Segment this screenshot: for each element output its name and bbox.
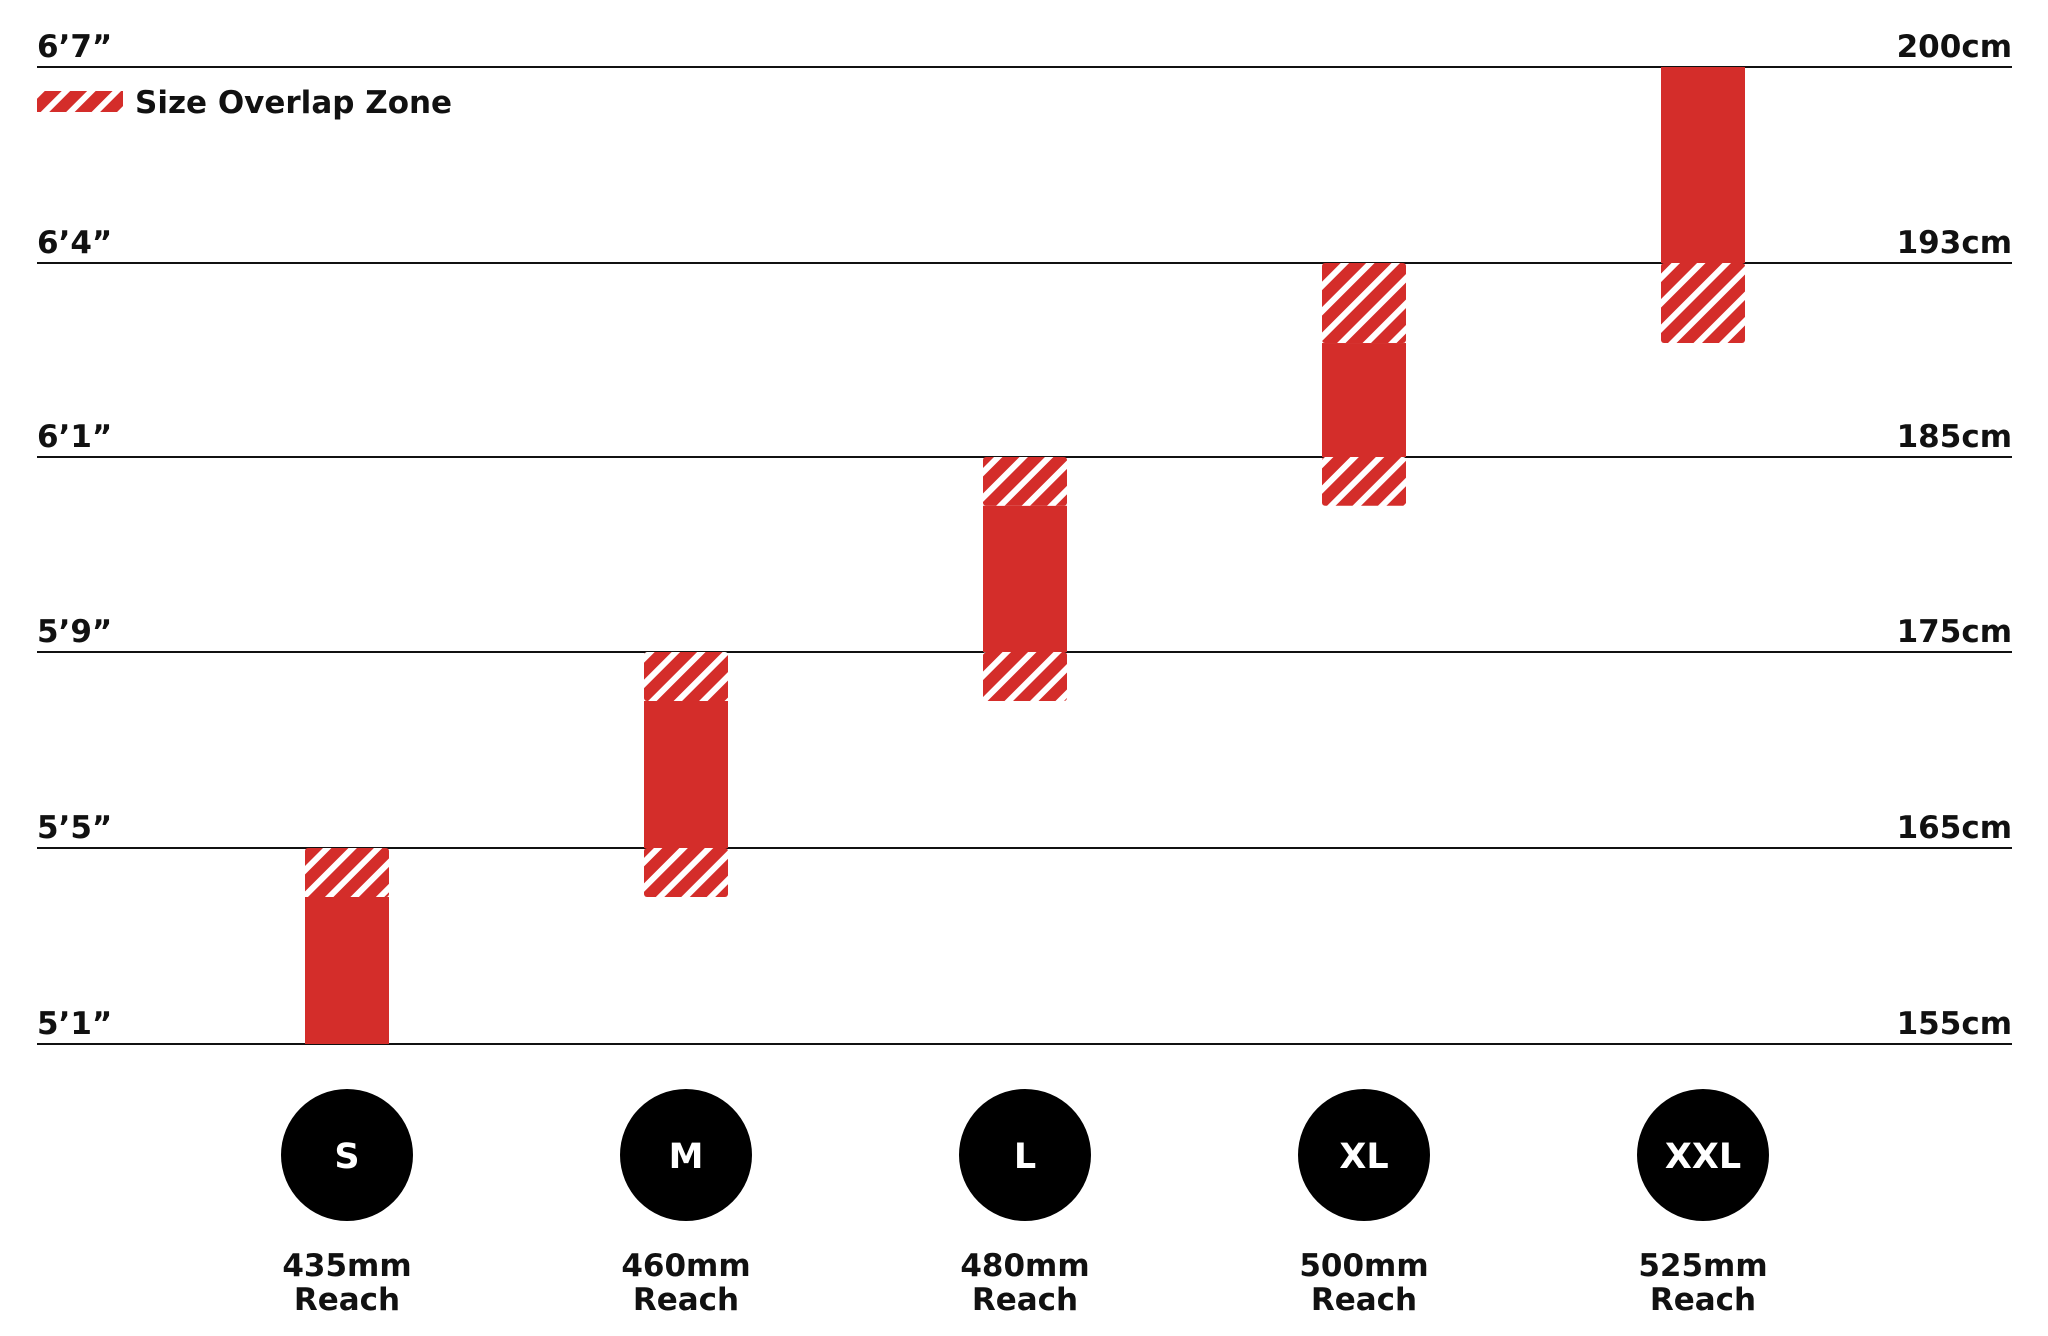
size-badge-circle (281, 1089, 413, 1221)
y-tick-label-metric: 200cm (1897, 29, 2012, 65)
recommended-range-bar (983, 505, 1067, 652)
size-label: M (669, 1137, 704, 1177)
y-tick-label-imperial: 6’4” (37, 225, 112, 261)
size-label: L (1014, 1137, 1036, 1177)
size-bar-xxl (1661, 67, 1745, 344)
overlap-zone-bar (1661, 263, 1745, 344)
reach-label: Reach (294, 1282, 400, 1318)
reach-label: Reach (1650, 1282, 1756, 1318)
legend-label: Size Overlap Zone (135, 85, 452, 121)
recommended-range-bar (1322, 343, 1406, 457)
size-label: S (334, 1137, 359, 1177)
size-bar-m (644, 652, 728, 897)
size-badge-circle (1298, 1089, 1430, 1221)
recommended-range-bar (644, 701, 728, 848)
overlap-zone-bar (305, 848, 389, 897)
reach-value: 500mm (1299, 1248, 1428, 1284)
reach-label: Reach (1311, 1282, 1417, 1318)
y-tick-label-metric: 193cm (1897, 225, 2012, 261)
legend-overlap-swatch (37, 91, 123, 112)
size-label: XXL (1665, 1137, 1741, 1177)
reach-label: Reach (972, 1282, 1078, 1318)
recommended-range-bar (305, 897, 389, 1044)
size-bar-s (305, 848, 389, 1044)
reach-value: 460mm (621, 1248, 750, 1284)
y-tick-label-metric: 155cm (1897, 1006, 2012, 1042)
y-tick-label-metric: 185cm (1897, 419, 2012, 455)
reach-value: 525mm (1638, 1248, 1767, 1284)
size-badge-circle (1637, 1089, 1769, 1221)
overlap-zone-bar (644, 848, 728, 897)
overlap-zone-bar (983, 652, 1067, 701)
y-tick-label-metric: 165cm (1897, 810, 2012, 846)
overlap-zone-bar (1322, 457, 1406, 506)
overlap-zone-bar (644, 652, 728, 701)
size-bar-l (983, 457, 1067, 701)
size-badge-circle (959, 1089, 1091, 1221)
y-tick-label-metric: 175cm (1897, 614, 2012, 650)
y-tick-label-imperial: 5’1” (37, 1006, 112, 1042)
size-badge-circle (620, 1089, 752, 1221)
reach-label: Reach (633, 1282, 739, 1318)
y-tick-label-imperial: 5’9” (37, 614, 112, 650)
y-tick-label-imperial: 6’1” (37, 419, 112, 455)
y-tick-label-imperial: 6’7” (37, 29, 112, 65)
overlap-zone-bar (983, 457, 1067, 506)
reach-value: 480mm (960, 1248, 1089, 1284)
size-bar-xl (1322, 263, 1406, 506)
y-tick-label-imperial: 5’5” (37, 810, 112, 846)
recommended-range-bar (1661, 67, 1745, 263)
legend: Size Overlap Zone (37, 85, 452, 121)
overlap-zone-bar (1322, 263, 1406, 344)
reach-value: 435mm (282, 1248, 411, 1284)
size-label: XL (1339, 1137, 1388, 1177)
